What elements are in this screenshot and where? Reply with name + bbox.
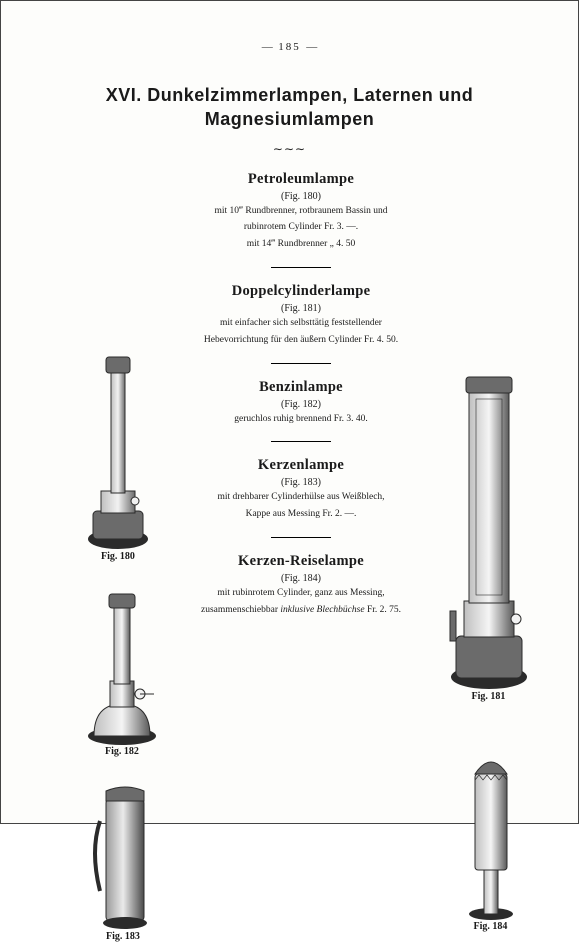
desc-line: mit 14‴ Rundbrenner „ 4. 50: [191, 238, 411, 251]
figure-184: Fig. 184: [453, 746, 528, 932]
fig-ref: (Fig. 184): [191, 573, 411, 584]
catalog-page: — 185 — XVI. Dunkelzimmerlampen, Laterne…: [0, 0, 579, 824]
rule-divider: [191, 351, 411, 369]
section-doppelcylinderlampe: Doppelcylinderlampe (Fig. 181) mit einfa…: [191, 283, 411, 369]
page-number: — 185 —: [41, 41, 538, 53]
fig-ref: (Fig. 181): [191, 303, 411, 314]
desc-line: geruchlos ruhig brennend Fr. 3. 40.: [191, 413, 411, 426]
content-area: Petroleumlampe (Fig. 180) mit 10‴ Rundbr…: [41, 171, 538, 791]
section-kerzenlampe: Kerzenlampe (Fig. 183) mit drehbarer Cyl…: [191, 457, 411, 543]
figure-caption: Fig. 184: [453, 921, 528, 932]
desc-line: Kappe aus Messing Fr. 2. —.: [191, 508, 411, 521]
figure-180: Fig. 180: [73, 351, 163, 562]
figure-caption: Fig. 180: [73, 551, 163, 562]
fig-ref: (Fig. 183): [191, 477, 411, 488]
desc-line: mit 10‴ Rundbrenner, rotbraunem Bassin u…: [191, 205, 411, 218]
lamp-illustration: [82, 586, 162, 746]
desc-line: mit rubinrotem Cylinder, ganz aus Messin…: [191, 587, 411, 600]
fig-ref: (Fig. 180): [191, 191, 411, 202]
rule-divider: [191, 525, 411, 543]
section-title: Kerzen-Reiselampe: [191, 553, 411, 570]
lamp-illustration: [444, 371, 534, 691]
ornament-divider: ∼∼∼: [41, 142, 538, 157]
desc-line: mit drehbarer Cylinderhülse aus Weißblec…: [191, 491, 411, 504]
section-kerzen-reiselampe: Kerzen-Reiselampe (Fig. 184) mit rubinro…: [191, 553, 411, 617]
figure-caption: Fig. 183: [83, 931, 163, 942]
chapter-title: XVI. Dunkelzimmerlampen, Laternen und Ma…: [41, 83, 538, 132]
fig-ref: (Fig. 182): [191, 399, 411, 410]
section-petroleumlampe: Petroleumlampe (Fig. 180) mit 10‴ Rundbr…: [191, 171, 411, 273]
center-column: Petroleumlampe (Fig. 180) mit 10‴ Rundbr…: [191, 171, 411, 627]
figure-caption: Fig. 181: [441, 691, 536, 702]
desc-line: rubinrotem Cylinder Fr. 3. —.: [191, 221, 411, 234]
rule-divider: [191, 429, 411, 447]
figure-183: Fig. 183: [83, 781, 163, 942]
section-title: Doppelcylinderlampe: [191, 283, 411, 300]
section-title: Kerzenlampe: [191, 457, 411, 474]
lamp-illustration: [461, 746, 521, 921]
figure-caption: Fig. 182: [77, 746, 167, 757]
rule-divider: [191, 255, 411, 273]
desc-line: Hebevorrichtung für den äußern Cylinder …: [191, 334, 411, 347]
figure-182: Fig. 182: [77, 586, 167, 757]
figure-181: Fig. 181: [441, 371, 536, 702]
lamp-illustration: [88, 781, 158, 931]
section-benzinlampe: Benzinlampe (Fig. 182) geruchlos ruhig b…: [191, 379, 411, 448]
desc-line: zusammenschiebbar inklusive Blechbüchse …: [191, 604, 411, 617]
section-title: Benzinlampe: [191, 379, 411, 396]
section-title: Petroleumlampe: [191, 171, 411, 188]
lamp-illustration: [83, 351, 153, 551]
desc-line: mit einfacher sich selbsttätig feststell…: [191, 317, 411, 330]
